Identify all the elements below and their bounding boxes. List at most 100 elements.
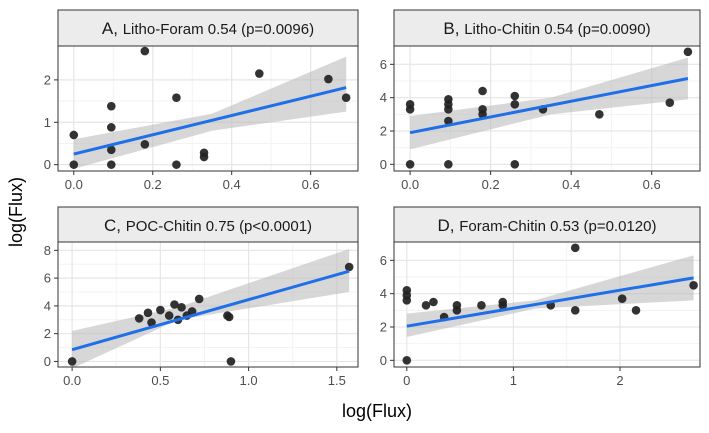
data-point	[595, 110, 604, 119]
x-tick-label: 0	[403, 373, 410, 388]
data-point	[510, 100, 520, 109]
data-point	[67, 357, 77, 366]
y-tick-label: 0	[44, 157, 51, 172]
y-tick-label: 4	[380, 90, 387, 105]
x-tick-label: 1.5	[328, 373, 346, 388]
panel-border	[393, 241, 701, 368]
data-point	[172, 93, 181, 102]
x-tick-label: 0.5	[151, 373, 169, 388]
panel-title: Litho-Foram 0.54 (p=0.0096)	[123, 21, 314, 38]
fit-line	[73, 86, 347, 156]
data-point	[665, 98, 675, 107]
x-tick-label: 1.0	[240, 373, 258, 388]
data-point	[689, 281, 698, 290]
data-point	[429, 297, 438, 307]
data-point	[341, 93, 351, 102]
data-point	[405, 100, 415, 109]
data-point	[570, 306, 580, 315]
y-tick-label: 1	[44, 115, 51, 130]
data-point	[106, 101, 116, 111]
data-point	[405, 160, 415, 169]
data-point	[140, 46, 150, 56]
fit-line	[409, 77, 689, 135]
panel-title: Litho-Chitin 0.54 (p=0.0090)	[464, 21, 650, 38]
panel-title: Foram-Chitin 0.53 (p=0.0120)	[459, 218, 656, 235]
data-point	[344, 262, 354, 272]
data-point	[106, 123, 116, 132]
data-point	[683, 47, 693, 57]
panel-strip	[57, 9, 359, 47]
x-tick-label: 0.2	[144, 177, 162, 192]
x-tick-label: 2	[616, 373, 623, 388]
panel-strip	[393, 206, 701, 243]
data-point	[226, 357, 236, 366]
data-point	[199, 148, 209, 158]
data-point	[143, 308, 153, 318]
y-tick-label: 2	[380, 124, 387, 139]
panel-letter: B,	[443, 19, 464, 38]
panels-group: A, Litho-Foram 0.54 (p=0.0096) 0.0 0.2 0.4 0…	[44, 9, 701, 388]
y-tick-label: 0	[380, 353, 387, 368]
data-point	[421, 301, 431, 310]
panel-d: D, Foram-Chitin 0.53 (p=0.0120) 0 1 2 0 2 4 6	[380, 206, 701, 388]
data-point	[147, 318, 156, 327]
data-point	[106, 160, 116, 169]
panel-strip-label: D, Foram-Chitin 0.53 (p=0.0120)	[438, 216, 657, 235]
x-tick-label: 0.4	[562, 177, 580, 192]
data-point	[444, 95, 453, 104]
x-tick-label: 0.0	[63, 373, 81, 388]
panel-border	[57, 241, 359, 368]
data-point	[156, 305, 165, 315]
fit-line	[71, 269, 350, 352]
y-tick-label: 6	[380, 57, 387, 72]
y-tick-label: 0	[44, 354, 51, 369]
y-tick-label: 2	[380, 320, 387, 335]
panel-letter: D,	[438, 216, 460, 235]
x-tick-label: 0.6	[643, 177, 661, 192]
x-tick-label: 0.6	[302, 177, 320, 192]
data-point	[194, 294, 204, 304]
x-tick-label: 0.2	[482, 177, 500, 192]
y-tick-label: 2	[44, 72, 51, 87]
x-tick-label: 0.0	[65, 177, 83, 192]
x-tick-label: 1	[510, 373, 517, 388]
data-point	[170, 300, 179, 309]
panel-strip-label: A, Litho-Foram 0.54 (p=0.0096)	[102, 19, 314, 38]
data-point	[478, 105, 487, 114]
confidence-band	[410, 57, 688, 150]
data-point	[510, 91, 520, 101]
y-tick-label: 4	[380, 286, 387, 301]
y-tick-label: 2	[44, 326, 51, 341]
panel-letter: A,	[102, 19, 123, 38]
data-point	[69, 130, 79, 140]
y-tick-label: 4	[44, 298, 51, 313]
x-tick-label: 0.0	[401, 177, 419, 192]
data-point	[510, 160, 520, 169]
data-point	[140, 140, 150, 149]
data-point	[224, 312, 234, 322]
x-tick-label: 0.4	[223, 177, 241, 192]
data-point	[570, 243, 580, 253]
y-tick-label: 8	[44, 243, 51, 258]
data-point	[324, 74, 333, 84]
panel-border	[393, 45, 701, 172]
data-point	[498, 301, 508, 310]
y-axis-title: log(Flux)	[6, 177, 26, 247]
fit-line	[406, 276, 694, 328]
y-tick-label: 0	[380, 157, 387, 172]
panel-border	[57, 45, 359, 172]
data-point	[477, 301, 486, 310]
data-point	[177, 302, 186, 312]
confidence-band	[72, 248, 350, 369]
data-point	[617, 294, 627, 303]
data-point	[631, 306, 641, 315]
data-point	[478, 86, 487, 96]
y-tick-label: 6	[380, 253, 387, 268]
data-point	[164, 311, 174, 320]
panel-strip-label: B, Litho-Chitin 0.54 (p=0.0090)	[443, 19, 650, 38]
data-point	[172, 160, 181, 169]
confidence-band	[73, 56, 347, 169]
confidence-band	[406, 255, 694, 337]
panel-a: A, Litho-Foram 0.54 (p=0.0096) 0.0 0.2 0.4 0…	[44, 9, 359, 192]
